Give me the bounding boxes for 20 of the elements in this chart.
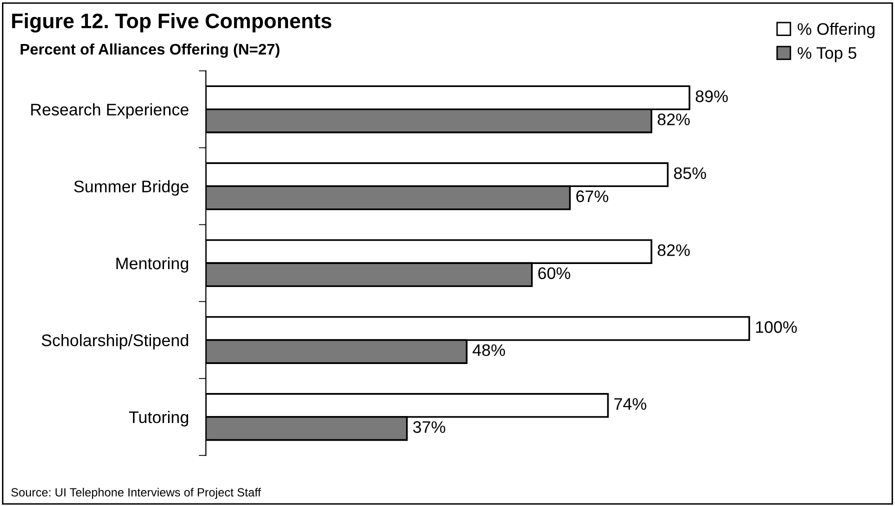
data-label: 100% — [756, 321, 797, 333]
chart-subtitle: Percent of Alliances Offering (N=27) — [20, 43, 280, 58]
y-tick-label: Research Experience — [31, 103, 188, 119]
y-tick-label: Scholarship/Stipend — [42, 334, 188, 350]
y-tick-label: Summer Bridge — [74, 180, 188, 196]
data-label: 89% — [696, 90, 728, 102]
source-note: Source: UI Telephone Interviews of Project Staff — [11, 488, 262, 499]
data-label: 85% — [674, 167, 706, 180]
data-label: 82% — [658, 244, 690, 256]
data-label: 60% — [538, 267, 570, 280]
data-label: 74% — [614, 398, 646, 410]
chart-title: Figure 12. Top Five Components — [12, 13, 332, 33]
legend-label: % Offering — [798, 22, 874, 38]
data-label: 82% — [658, 114, 690, 126]
data-label: 67% — [576, 190, 608, 202]
data-label: 48% — [472, 344, 505, 356]
legend-label: % Top 5 — [798, 47, 856, 62]
data-label: 37% — [413, 421, 446, 433]
y-tick-label: Tutoring — [129, 410, 188, 426]
y-tick-label: Mentoring — [116, 257, 188, 273]
